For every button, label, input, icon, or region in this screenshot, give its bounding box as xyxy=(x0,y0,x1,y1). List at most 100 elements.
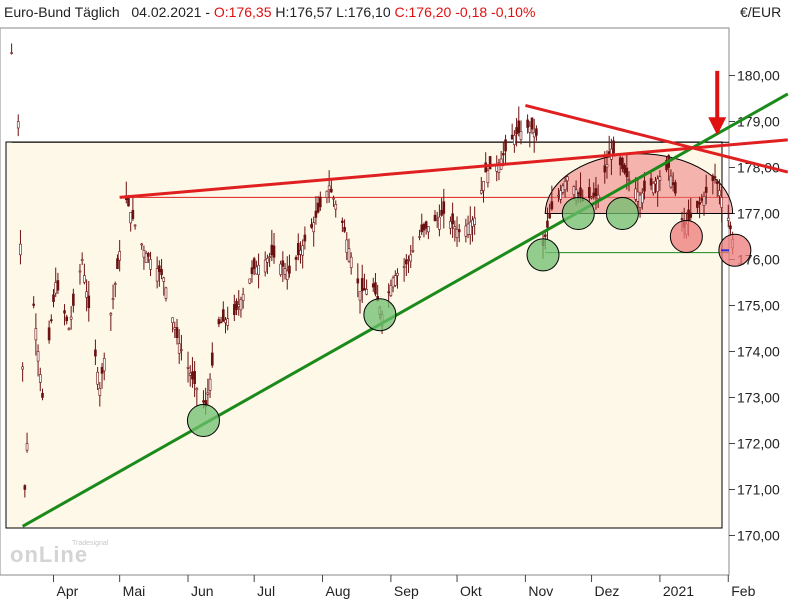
tradesignal-logo: Tradesignal® onLine xyxy=(8,536,108,566)
candle-body xyxy=(442,201,446,214)
candle-body xyxy=(530,117,534,130)
candle-body xyxy=(343,226,346,232)
candle-body xyxy=(325,190,329,198)
candle-body xyxy=(100,367,104,374)
candle-body xyxy=(171,317,174,324)
candle-body xyxy=(453,226,457,230)
y-tick-label: 179,00 xyxy=(737,114,780,130)
candle-body xyxy=(191,371,194,380)
candle-body xyxy=(217,319,221,325)
candle-body xyxy=(603,165,607,173)
candle-body xyxy=(405,259,408,265)
x-tick-label: Jun xyxy=(191,583,214,599)
candle-body xyxy=(572,186,576,196)
candle-body xyxy=(160,269,163,276)
candle-body xyxy=(588,187,591,199)
candle-body xyxy=(237,304,241,307)
candle-body xyxy=(365,289,368,295)
candle-body xyxy=(34,328,38,341)
candle-body xyxy=(41,392,44,398)
candle-body xyxy=(713,176,717,178)
low-touch-circle xyxy=(718,233,752,267)
candle-body xyxy=(420,224,424,233)
x-tick-label: Mai xyxy=(123,583,146,599)
chart-header: Euro-Bund Täglich 04.02.2021 - O:176,35 … xyxy=(4,4,536,20)
candle-body xyxy=(233,304,236,315)
candle-body xyxy=(358,291,362,301)
candle-body xyxy=(502,153,505,156)
candle-body xyxy=(164,287,168,299)
y-tick-label: 171,00 xyxy=(737,482,780,498)
candle-body xyxy=(528,125,532,133)
candle-body xyxy=(255,266,258,275)
candle-body xyxy=(175,327,179,339)
candle-body xyxy=(702,196,706,206)
candle-body xyxy=(16,121,20,129)
candle-body xyxy=(618,157,622,166)
candle-body xyxy=(129,212,132,224)
candle-body xyxy=(314,210,318,218)
candle-body xyxy=(579,187,582,197)
candle-body xyxy=(546,220,549,228)
candle-body xyxy=(356,278,360,284)
change-value: -0,18 xyxy=(455,4,488,20)
candle-body xyxy=(559,190,562,200)
candle-body xyxy=(592,192,596,197)
candle-body xyxy=(718,190,721,197)
logo-main-text: onLine xyxy=(10,542,88,566)
candle-body xyxy=(345,239,349,253)
candle-body xyxy=(330,188,333,193)
candle-body xyxy=(371,283,375,288)
candle-body xyxy=(299,250,302,255)
candle-body xyxy=(433,214,437,222)
candle-body xyxy=(147,252,150,257)
candle-body xyxy=(116,258,119,269)
candle-body xyxy=(726,217,730,221)
candle-body xyxy=(72,293,75,306)
candle-body xyxy=(543,234,547,237)
y-tick-label: 170,00 xyxy=(737,528,780,544)
candle-body xyxy=(479,190,483,194)
x-tick-label: Aug xyxy=(326,583,351,599)
candle-body xyxy=(272,245,276,258)
candle-body xyxy=(193,371,196,384)
candle-body xyxy=(283,268,287,275)
candle-body xyxy=(488,156,492,170)
y-tick-label: 175,00 xyxy=(737,298,780,314)
candle-body xyxy=(349,256,353,268)
candle-body xyxy=(111,298,115,301)
candle-body xyxy=(38,374,42,383)
x-tick-label: 2021 xyxy=(663,583,694,599)
candle-body xyxy=(561,185,565,193)
candle-body xyxy=(711,175,715,181)
candle-body xyxy=(625,167,629,177)
candle-body xyxy=(590,196,593,199)
candle-body xyxy=(360,278,364,292)
candle-body xyxy=(202,400,205,403)
change-percent: -0,10% xyxy=(491,4,536,20)
candle-body xyxy=(473,217,476,225)
candle-body xyxy=(319,196,322,208)
close-value: C:176,20 xyxy=(394,4,452,20)
candle-body xyxy=(471,219,474,227)
x-tick-label: Sep xyxy=(394,583,419,599)
candle-body xyxy=(25,443,29,451)
candle-body xyxy=(195,387,199,391)
candle-body xyxy=(23,485,27,490)
candle-body xyxy=(87,295,91,309)
candle-body xyxy=(334,204,338,210)
candle-body xyxy=(296,242,300,256)
candle-body xyxy=(548,213,551,219)
candle-body xyxy=(374,282,377,295)
candle-body xyxy=(482,181,485,191)
candle-body xyxy=(173,327,177,330)
candle-body xyxy=(363,288,366,291)
downtrend-line xyxy=(525,103,789,174)
candle-body xyxy=(605,164,609,168)
candle-body xyxy=(32,303,35,306)
candle-body xyxy=(316,202,320,213)
candle-body xyxy=(180,349,183,351)
candle-body xyxy=(407,259,410,261)
candle-body xyxy=(455,228,459,238)
candle-body xyxy=(427,226,430,233)
